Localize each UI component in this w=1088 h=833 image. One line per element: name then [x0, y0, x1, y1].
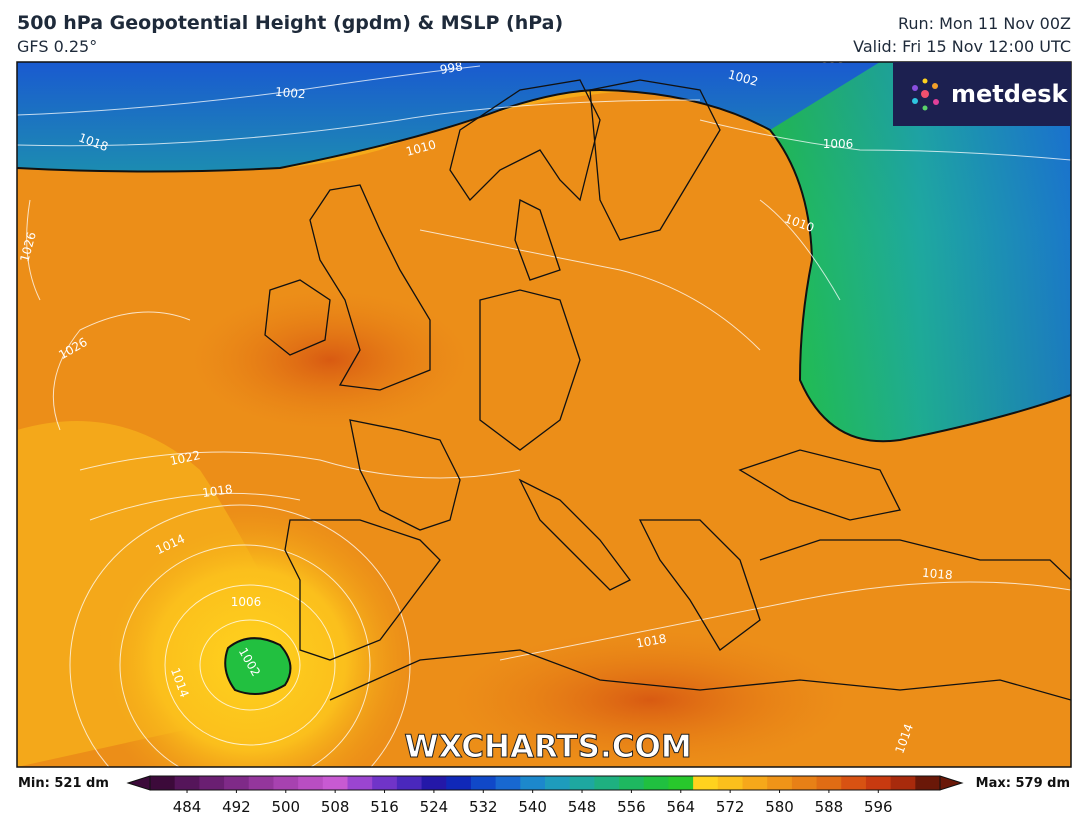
- colorbar-swatch: [619, 776, 645, 790]
- run-time: Run: Mon 11 Nov 00Z: [897, 14, 1071, 33]
- colorbar-tick-label: 548: [568, 798, 597, 816]
- colorbar-swatch: [890, 776, 916, 790]
- high-core: [450, 630, 850, 767]
- cut-off-low: [224, 637, 292, 695]
- colorbar-tick-label: 588: [815, 798, 844, 816]
- isobar-label: 1006: [823, 137, 854, 151]
- isobar-label: 1018: [635, 632, 668, 651]
- colorbar-tick-label: 508: [321, 798, 350, 816]
- colorbar-tick-label: 572: [716, 798, 745, 816]
- min-label: Min: 521 dm: [18, 776, 109, 791]
- colorbar-swatch: [693, 776, 719, 790]
- max-label: Max: 579 dm: [976, 776, 1070, 791]
- colorbar-swatch: [520, 776, 546, 790]
- colorbar-swatch: [273, 776, 299, 790]
- valid-time: Valid: Fri 15 Nov 12:00 UTC: [853, 37, 1071, 56]
- colorbar-tick-label: 484: [173, 798, 202, 816]
- isobar-label: 1006: [231, 595, 262, 609]
- colorbar-swatch: [470, 776, 497, 790]
- logo-text: metdesk: [951, 80, 1069, 108]
- colorbar-swatch: [322, 776, 348, 790]
- colorbar-swatch: [199, 776, 225, 790]
- colorbar-frame: [149, 775, 941, 791]
- coastlines: [264, 79, 1071, 701]
- logo-icon: [912, 78, 939, 111]
- colorbar-tick-label: 516: [370, 798, 399, 816]
- colorbar-swatch: [495, 776, 521, 790]
- isobar-label: 998: [822, 52, 845, 66]
- colorbar-swatch: [298, 776, 324, 790]
- colorbar-swatch: [545, 776, 571, 790]
- colorbar-swatch: [791, 776, 818, 790]
- colorbar-swatch: [643, 776, 669, 790]
- isobar-label: 1002: [275, 85, 307, 102]
- colorbar-swatch: [668, 776, 694, 790]
- colorbar-tick-label: 532: [469, 798, 498, 816]
- isobar-label: 1018: [201, 482, 233, 500]
- colorbar-swatch: [421, 776, 447, 790]
- colorbar-swatch: [865, 776, 892, 790]
- colorbar-swatch: [717, 776, 743, 790]
- colorbar-swatch: [594, 776, 620, 790]
- colorbar-arrow-right: [939, 775, 964, 791]
- colorbar-swatch: [841, 776, 867, 790]
- colorbar-swatch: [446, 776, 472, 790]
- colorbar-tick-label: 564: [666, 798, 695, 816]
- colorbar-tick-label: 500: [271, 798, 300, 816]
- colorbar: 484 492 500 508 516 524 532 540 548 556 564 572 580 5…: [126, 775, 964, 816]
- isobars: [17, 65, 1071, 767]
- colorbar-tick-label: 540: [518, 798, 547, 816]
- colorbar-swatch: [816, 776, 842, 790]
- colorbar-tick-label: 492: [222, 798, 251, 816]
- colorbar-swatch: [224, 776, 250, 790]
- title: 500 hPa Geopotential Height (gpdm) & MSL…: [17, 12, 564, 34]
- model-name: GFS 0.25°: [17, 37, 98, 56]
- colorbar-tick-label: 556: [617, 798, 646, 816]
- high-core: [190, 290, 470, 430]
- colorbar-arrow-left: [126, 775, 151, 791]
- colorbar-swatch: [396, 776, 423, 790]
- colorbar-tick-label: 524: [420, 798, 449, 816]
- colorbar-swatch: [347, 776, 373, 790]
- colorbar-swatch: [742, 776, 768, 790]
- map-frame: [16, 61, 1072, 768]
- isobar-label: 1018: [922, 566, 954, 583]
- colorbar-tick-label: 596: [864, 798, 893, 816]
- trough-east: [770, 62, 1071, 442]
- colorbar-swatch: [174, 776, 200, 790]
- colorbar-swatch: [248, 776, 274, 790]
- colorbar-swatch: [150, 776, 176, 790]
- colorbar-swatch: [915, 776, 941, 790]
- colorbar-swatch: [372, 776, 398, 790]
- isobar-label: 1022: [169, 448, 202, 468]
- watermark: WXCHARTS.COM: [404, 729, 691, 765]
- colorbar-swatch: [767, 776, 793, 790]
- isobar-label: 998: [439, 59, 464, 77]
- contour-552: [17, 88, 1071, 443]
- colorbar-tick-label: 580: [765, 798, 794, 816]
- colorbar-swatch: [569, 776, 595, 790]
